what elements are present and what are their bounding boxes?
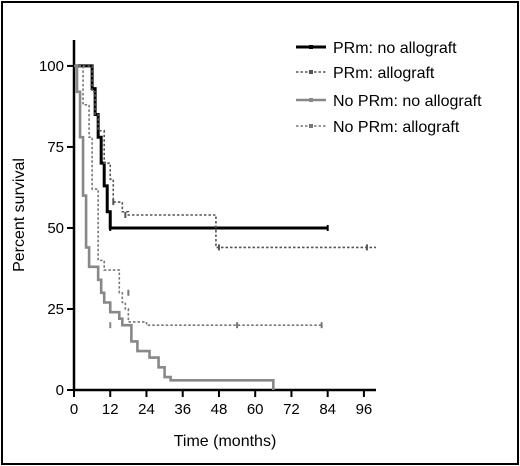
- x-tick-label: 0: [70, 401, 78, 418]
- axes: [72, 40, 376, 392]
- y-tick-label: 100: [39, 58, 64, 75]
- series-line: [74, 65, 322, 326]
- legend-label: No PRm: allograft: [333, 119, 460, 136]
- legend-marker: [309, 98, 313, 102]
- series-line: [74, 64, 328, 230]
- series-line: [74, 64, 275, 390]
- legend-item: PRm: allograft: [296, 65, 435, 82]
- series-1: [74, 64, 329, 231]
- x-tick-label: 36: [174, 401, 191, 418]
- x-tick-label: 84: [319, 401, 336, 418]
- x-tick-label: 12: [102, 401, 119, 418]
- series-3: [74, 64, 275, 390]
- legend-item: PRm: no allograft: [296, 40, 457, 57]
- ticks: 0 12 24 36 48 60 72 84 96 0 25 50 75 100: [39, 58, 372, 418]
- series-line: [74, 65, 376, 249]
- legend-label: PRm: no allograft: [333, 40, 457, 57]
- x-tick-label: 72: [283, 401, 300, 418]
- x-tick-label: 48: [211, 401, 228, 418]
- x-tick-label: 24: [138, 401, 155, 418]
- y-tick-label: 75: [47, 139, 64, 156]
- y-tick-label: 0: [56, 382, 64, 399]
- legend-label: PRm: allograft: [333, 65, 435, 82]
- x-tick-label: 60: [247, 401, 264, 418]
- y-tick-label: 50: [47, 220, 64, 237]
- legend-item: No PRm: no allograft: [296, 93, 482, 110]
- legend-item: No PRm: allograft: [296, 119, 460, 136]
- series-4: [74, 65, 323, 329]
- x-axis-title: Time (months): [174, 433, 277, 450]
- legend: PRm: no allograft PRm: allograft No PRm: n…: [296, 40, 482, 136]
- legend-label: No PRm: no allograft: [333, 93, 482, 110]
- x-tick-label: 96: [356, 401, 373, 418]
- legend-marker: [309, 124, 313, 128]
- legend-marker: [309, 45, 313, 49]
- y-axis-title: Percent survival: [11, 158, 28, 272]
- series-layer: [74, 64, 376, 390]
- series-2: [74, 65, 376, 251]
- legend-marker: [309, 70, 313, 74]
- y-tick-label: 25: [47, 301, 64, 318]
